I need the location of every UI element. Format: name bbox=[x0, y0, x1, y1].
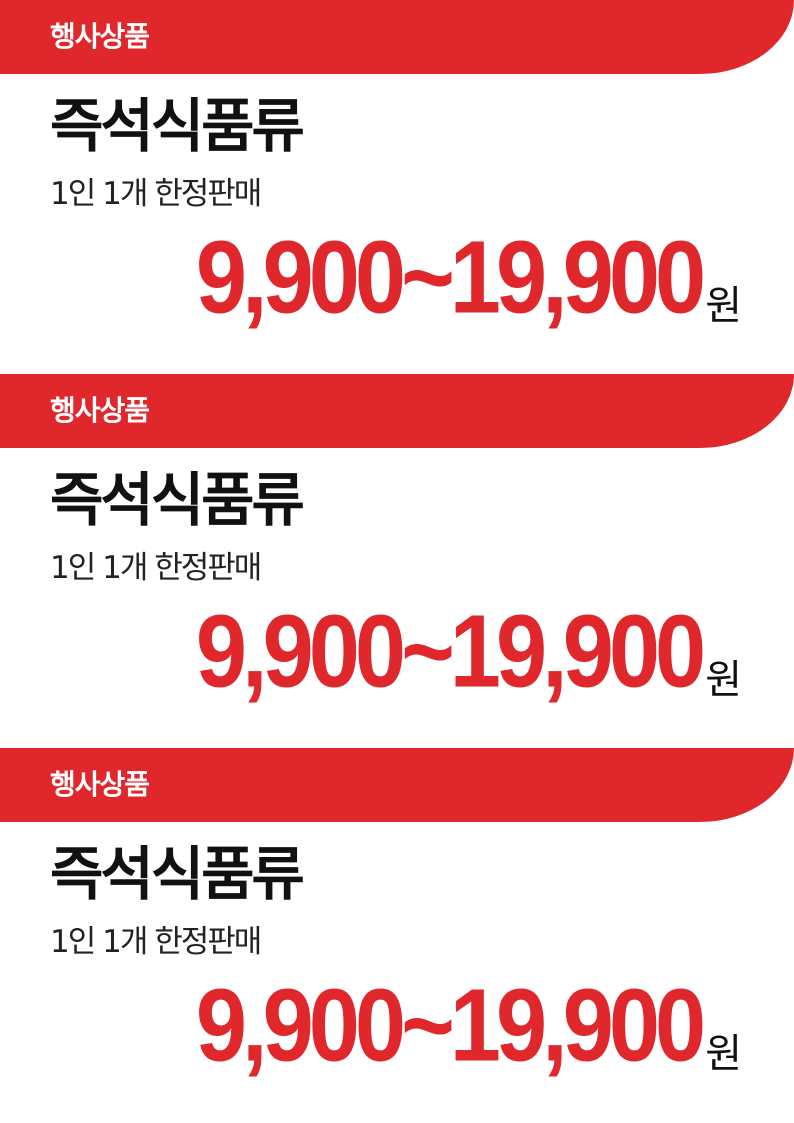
promo-banner bbox=[0, 0, 794, 74]
product-name: 즉석식품류 bbox=[50, 840, 305, 908]
price-tag-card-2: 행사상품 즉석식품류 1인 1개 한정판매 9,900~19,900 원 bbox=[0, 374, 794, 748]
promo-banner bbox=[0, 748, 794, 822]
product-name: 즉석식품류 bbox=[50, 466, 305, 534]
purchase-limit-text: 1인 1개 한정판매 bbox=[50, 176, 262, 212]
price-tag-card-3: 행사상품 즉석식품류 1인 1개 한정판매 9,900~19,900 원 bbox=[0, 748, 794, 1122]
currency-unit: 원 bbox=[705, 657, 742, 703]
price-value: 9,900~19,900 bbox=[195, 220, 706, 335]
purchase-limit-text: 1인 1개 한정판매 bbox=[50, 924, 262, 960]
price-value: 9,900~19,900 bbox=[195, 594, 706, 709]
product-name: 즉석식품류 bbox=[50, 92, 305, 160]
price-value: 9,900~19,900 bbox=[195, 968, 706, 1083]
promo-banner-label: 행사상품 bbox=[50, 20, 150, 53]
price-row: 9,900~19,900 원 bbox=[196, 595, 742, 710]
promo-banner-label: 행사상품 bbox=[50, 394, 150, 427]
promo-banner bbox=[0, 374, 794, 448]
price-row: 9,900~19,900 원 bbox=[196, 221, 742, 336]
currency-unit: 원 bbox=[705, 1031, 742, 1077]
promo-banner-label: 행사상품 bbox=[50, 768, 150, 801]
price-row: 9,900~19,900 원 bbox=[196, 969, 742, 1084]
purchase-limit-text: 1인 1개 한정판매 bbox=[50, 550, 262, 586]
currency-unit: 원 bbox=[705, 283, 742, 329]
price-tag-card-1: 행사상품 즉석식품류 1인 1개 한정판매 9,900~19,900 원 bbox=[0, 0, 794, 374]
